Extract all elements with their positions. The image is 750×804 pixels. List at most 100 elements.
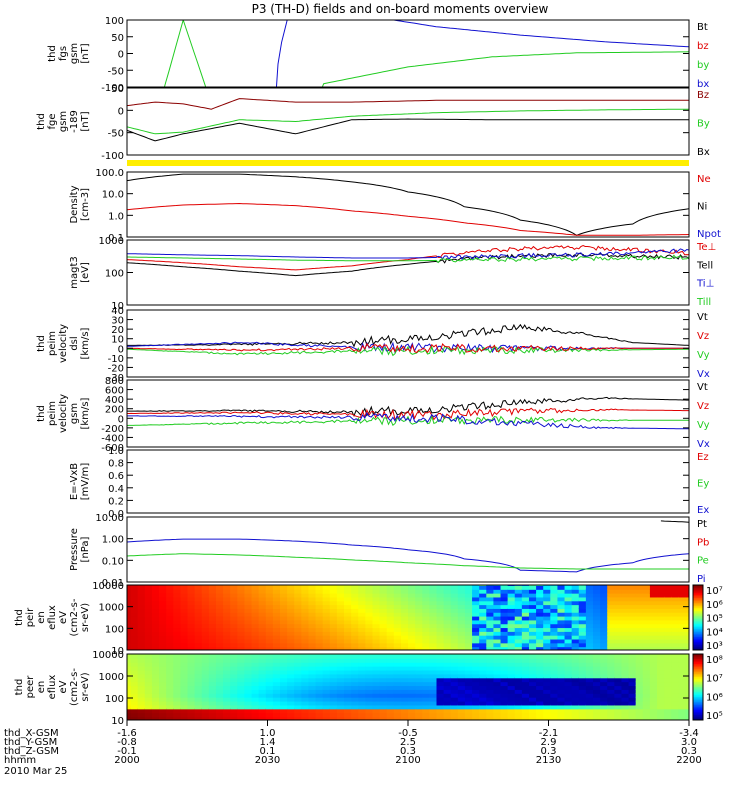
spectrogram-cell: [500, 661, 509, 667]
spectrogram-cell: [127, 623, 132, 629]
x-axis-value: 0.3: [541, 746, 557, 757]
spectrogram-cell: [600, 677, 609, 683]
spectrogram-cell: [344, 661, 353, 667]
spectrogram-cell: [180, 642, 189, 648]
spectrogram-cell: [180, 693, 189, 698]
spectrogram-cell: [272, 638, 281, 644]
spectrogram-cell: [685, 677, 689, 683]
spectrogram-cell: [351, 669, 360, 675]
spectrogram-cell: [521, 708, 530, 714]
spectrogram-cell: [578, 623, 587, 629]
spectrogram-cell: [386, 634, 395, 640]
spectrogram-cell: [528, 661, 538, 667]
spectrogram-cell: [144, 592, 153, 598]
spectrogram-cell: [194, 585, 203, 590]
spectrogram-cell: [493, 700, 502, 706]
spectrogram-cell: [443, 661, 452, 667]
y-axis-label-line: fge: [47, 113, 58, 129]
spectrogram-cell: [322, 623, 331, 629]
spectrogram-cell: [528, 665, 538, 671]
spectrogram-cell: [671, 661, 680, 667]
spectrogram-cell: [621, 585, 630, 590]
colorbar-swatch: [693, 585, 703, 588]
spectrogram-cell: [308, 673, 317, 679]
spectrogram-cell: [287, 700, 296, 706]
colorbar-swatch: [693, 691, 703, 695]
plot-area: [127, 98, 689, 142]
spectrogram-cell: [159, 661, 168, 667]
spectrogram-cell: [265, 704, 274, 710]
spectrogram-cell: [308, 677, 317, 683]
spectrogram-cell: [127, 689, 132, 694]
spectrogram-cell: [493, 693, 502, 698]
spectrogram-cell: [208, 600, 217, 606]
spectrogram-cell: [628, 677, 637, 683]
spectrogram-cell: [600, 600, 609, 606]
spectrogram-cell: [564, 638, 573, 644]
spectrogram-cell: [600, 615, 609, 621]
spectrogram-cell: [500, 669, 509, 675]
spectrogram-cell: [600, 693, 609, 698]
spectrogram-cell: [308, 634, 317, 640]
spectrogram-cell: [614, 704, 623, 710]
spectrogram-cell: [272, 669, 281, 675]
spectrogram-cell: [472, 604, 481, 609]
spectrogram-cell: [585, 658, 594, 663]
spectrogram-cell: [272, 646, 281, 650]
colorbar-swatch: [693, 611, 703, 614]
spectrogram-cell: [315, 627, 324, 632]
spectrogram-cell: [144, 661, 153, 667]
x-axis-value: 2100: [395, 755, 420, 766]
spectrogram-cell: [536, 589, 545, 594]
spectrogram-cell: [457, 596, 466, 602]
spectrogram-cell: [329, 619, 338, 625]
spectrogram-cell: [166, 716, 175, 720]
spectrogram-cell: [678, 677, 687, 683]
spectrogram-cell: [429, 642, 438, 648]
spectrogram-cell: [642, 658, 651, 663]
spectrogram-cell: [678, 604, 687, 609]
spectrogram-cell: [223, 642, 232, 648]
spectrogram-cell: [514, 585, 523, 590]
spectrogram-cell: [593, 634, 602, 640]
spectrogram-cell: [144, 712, 153, 718]
spectrogram-cell: [308, 585, 317, 590]
colorbar-swatch: [693, 715, 703, 718]
panel-frame: [126, 584, 690, 651]
spectrogram-cell: [521, 592, 530, 598]
spectrogram-cell: [628, 634, 637, 640]
spectrogram-cell: [607, 685, 616, 690]
spectrogram-cell: [521, 669, 530, 675]
spectrogram-cell: [265, 596, 274, 602]
spectrogram-cell: [215, 685, 224, 690]
spectrogram-cell: [215, 611, 224, 617]
spectrogram-cell: [287, 611, 296, 617]
spectrogram-cell: [279, 608, 289, 613]
spectrogram-cell: [464, 689, 473, 694]
spectrogram-cell: [358, 589, 367, 594]
spectrogram-cell: [194, 681, 203, 687]
spectrogram-cell: [635, 611, 644, 617]
series-line-pe: [127, 553, 689, 570]
spectrogram-cell: [329, 600, 338, 606]
spectrogram-cell: [507, 661, 516, 667]
legend-label-vy: Vy: [697, 350, 710, 361]
spectrogram-cell: [322, 627, 331, 632]
spectrogram-cell: [600, 608, 609, 613]
spectrogram-cell: [614, 592, 623, 598]
plot-area: [127, 585, 689, 650]
spectrogram-cell: [173, 611, 182, 617]
spectrogram-cell: [450, 689, 459, 694]
spectrogram-cell: [223, 592, 232, 598]
x-axis-value: 1.4: [260, 737, 276, 748]
spectrogram-cell: [571, 658, 580, 663]
spectrogram-cell: [294, 627, 303, 632]
spectrogram-cell: [514, 604, 523, 609]
colorbar-swatch: [693, 588, 703, 591]
spectrogram-cell: [571, 700, 580, 706]
spectrogram-cell: [479, 661, 488, 667]
y-axis-label-line: E=-VxB: [69, 463, 80, 500]
spectrogram-cell: [536, 681, 545, 687]
spectrogram-cell: [493, 681, 502, 687]
